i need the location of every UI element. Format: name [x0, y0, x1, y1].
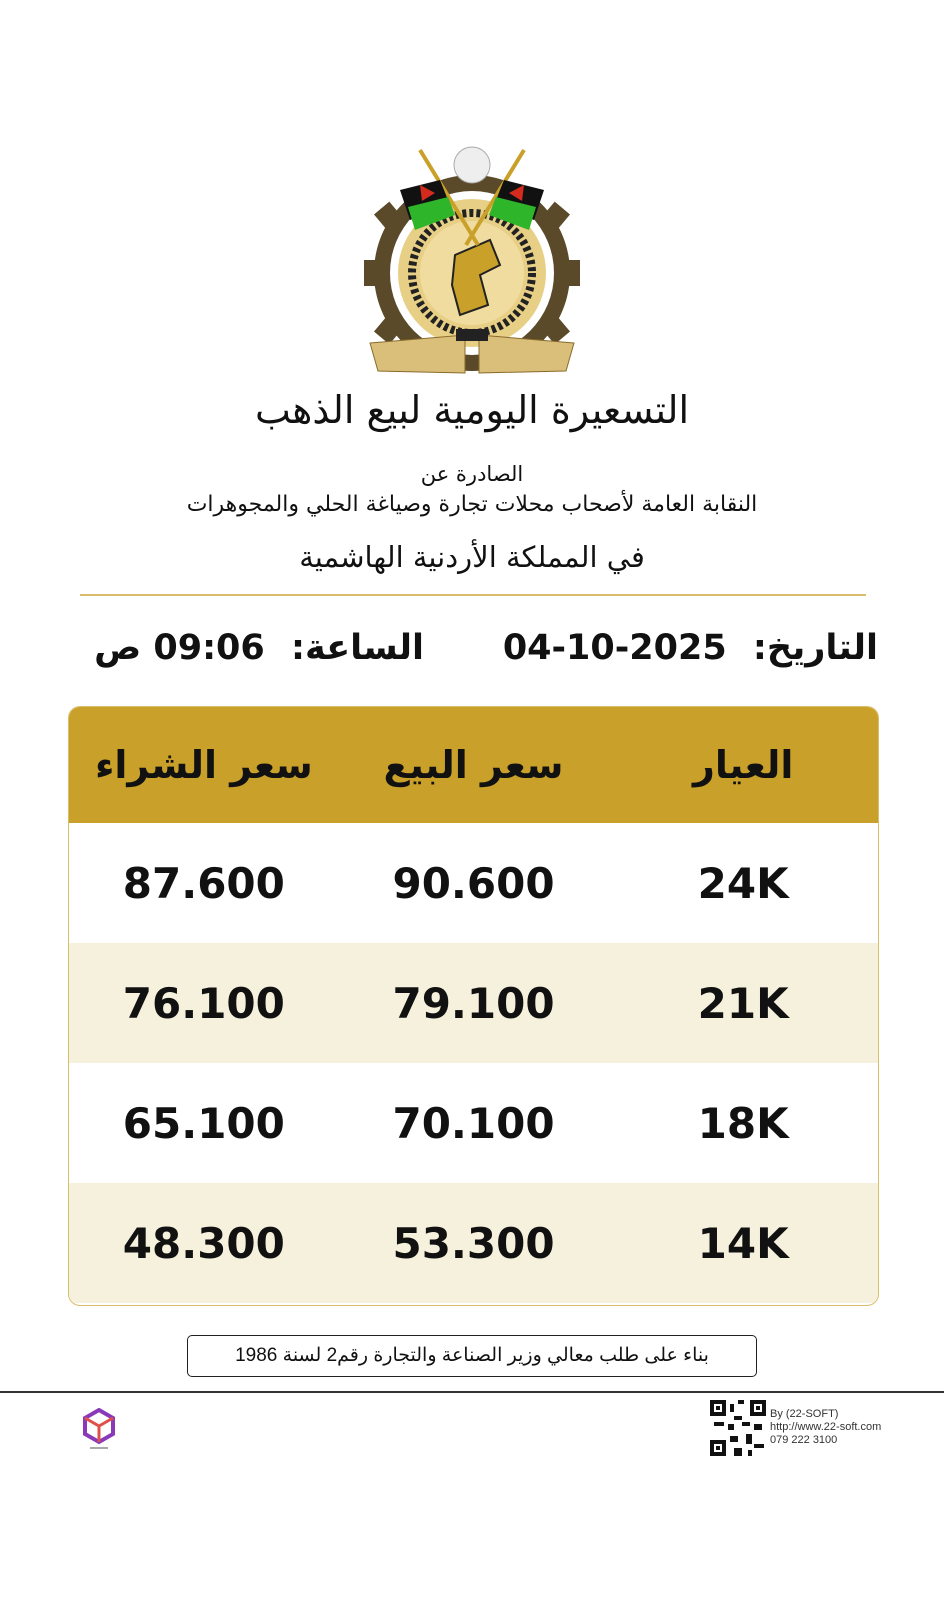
karat: 24K: [697, 858, 789, 908]
time-label: الساعة:: [290, 628, 424, 668]
page-title: التسعيرة اليومية لبيع الذهب: [254, 388, 689, 432]
karat: 14K: [697, 1218, 789, 1268]
buy-price: 87.600: [122, 858, 285, 908]
table-row: 65.100 70.100 18K: [69, 1063, 878, 1183]
qr-code[interactable]: [710, 1400, 766, 1456]
date-label: التاريخ:: [752, 628, 878, 668]
table-row: 48.300 53.300 14K: [69, 1183, 878, 1303]
buy-price: 48.300: [122, 1218, 285, 1268]
karat: 18K: [697, 1098, 789, 1148]
date-value: 04-10-2025: [502, 628, 727, 668]
credits-url[interactable]: http://www.22-soft.com: [770, 1421, 882, 1433]
union-logo: [364, 146, 580, 374]
header-sell: سعر البيع: [383, 743, 564, 787]
table-row: 76.100 79.100 21K: [69, 943, 878, 1063]
ministry-note: بناء على طلب معالي وزير الصناعة والتجارة…: [187, 1335, 757, 1377]
kingdom-name: في المملكة الأردنية الهاشمية: [299, 540, 645, 574]
buy-price: 65.100: [122, 1098, 285, 1148]
date-block: التاريخ: 04-10-2025: [503, 628, 878, 668]
karat: 21K: [697, 978, 789, 1028]
credits-phone: 079 222 3100: [770, 1434, 838, 1446]
price-table: سعر الشراء سعر البيع العيار 87.600 90.60…: [68, 706, 879, 1306]
table-header: سعر الشراء سعر البيع العيار: [69, 707, 878, 823]
divider: [80, 594, 866, 596]
time-block: الساعة: 09:06 ص: [94, 628, 424, 668]
sell-price: 70.100: [392, 1098, 555, 1148]
sell-price: 79.100: [392, 978, 555, 1028]
header-karat: العيار: [692, 743, 794, 787]
buy-price: 76.100: [122, 978, 285, 1028]
footer-divider: [0, 1391, 944, 1393]
sell-price: 90.600: [392, 858, 555, 908]
issued-by-label: الصادرة عن: [420, 462, 524, 486]
time-value: 09:06 ص: [94, 628, 265, 668]
22-soft-logo: [83, 1408, 115, 1449]
table-row: 87.600 90.600 24K: [69, 823, 878, 943]
header-buy: سعر الشراء: [94, 743, 313, 787]
sell-price: 53.300: [392, 1218, 555, 1268]
credits-by: By (22-SOFT): [770, 1408, 839, 1420]
credits: By (22-SOFT) http://www.22-soft.com 079 …: [770, 1408, 881, 1447]
union-name: النقابة العامة لأصحاب محلات تجارة وصياغة…: [186, 492, 758, 517]
